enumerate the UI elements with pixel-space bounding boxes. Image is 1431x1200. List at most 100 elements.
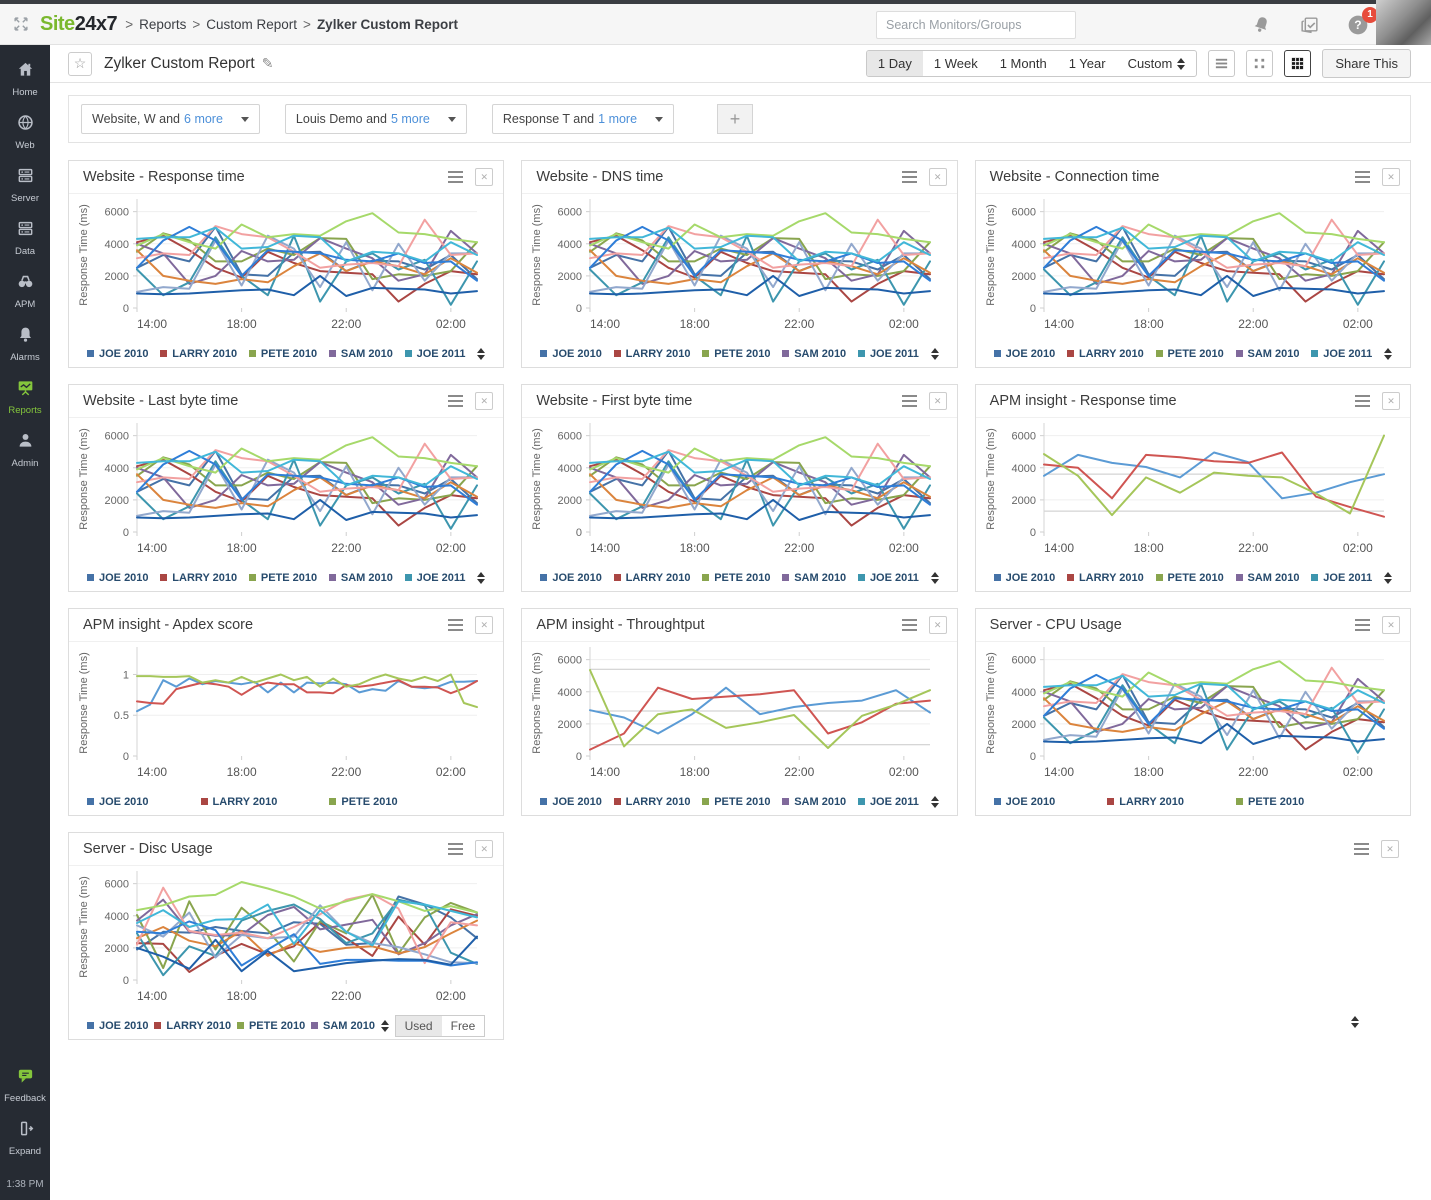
- legend-item[interactable]: PETE 2010: [702, 348, 770, 360]
- filter-more-link[interactable]: 1 more: [598, 112, 638, 126]
- legend-item[interactable]: JOE 2010: [540, 572, 602, 584]
- sidebar-item-admin[interactable]: Admin: [0, 424, 50, 477]
- chart-close-button[interactable]: ✕: [475, 616, 494, 634]
- filter-dropdown-2[interactable]: Louis Demo and 5 more: [284, 104, 467, 134]
- legend-item[interactable]: SAM 2010: [328, 348, 393, 360]
- legend-item[interactable]: SAM 2010: [328, 572, 393, 584]
- legend-item[interactable]: PETE 2010: [248, 348, 317, 360]
- legend-item[interactable]: JOE 2010: [87, 1020, 149, 1032]
- legend-sort-icon[interactable]: [930, 347, 939, 360]
- legend-sort-icon[interactable]: [930, 571, 939, 584]
- help-icon[interactable]: ? 1: [1347, 6, 1378, 36]
- legend-item[interactable]: LARRY 2010: [160, 572, 237, 584]
- legend-item[interactable]: PETE 2010: [236, 1020, 305, 1032]
- favorite-star-button[interactable]: ☆: [68, 51, 92, 76]
- add-widget-button[interactable]: +: [717, 104, 754, 134]
- chart-close-button[interactable]: ✕: [928, 392, 947, 410]
- legend-sort-icon[interactable]: [1351, 1016, 1359, 1028]
- legend-sort-icon[interactable]: [477, 571, 486, 584]
- legend-item[interactable]: SAM 2010: [1235, 572, 1300, 584]
- filter-dropdown-3[interactable]: Response T and 1 more: [491, 104, 675, 134]
- legend-item[interactable]: JOE 2010: [87, 572, 149, 584]
- sidebar-item-web[interactable]: Web: [0, 106, 50, 159]
- legend-item[interactable]: JOE 2010: [87, 348, 149, 360]
- range-custom[interactable]: Custom: [1117, 51, 1197, 76]
- sidebar-item-reports[interactable]: Reports: [0, 371, 50, 424]
- legend-item[interactable]: JOE 2010: [993, 348, 1055, 360]
- legend-item[interactable]: SAM 2010: [1235, 348, 1300, 360]
- legend-item[interactable]: JOE 2010: [993, 572, 1055, 584]
- legend-item[interactable]: LARRY 2010: [200, 796, 277, 808]
- app-switcher-icon[interactable]: [12, 15, 30, 33]
- legend-item[interactable]: PETE 2010: [329, 796, 398, 808]
- legend-item[interactable]: JOE 2011: [1311, 348, 1372, 360]
- chart-close-button[interactable]: ✕: [475, 392, 494, 410]
- legend-item[interactable]: LARRY 2010: [613, 348, 690, 360]
- filter-dropdown-1[interactable]: Website, W and 6 more: [81, 104, 260, 134]
- breadcrumb-item[interactable]: Zylker Custom Report: [316, 16, 458, 32]
- legend-item[interactable]: LARRY 2010: [613, 796, 690, 808]
- legend-item[interactable]: PETE 2010: [1236, 796, 1304, 808]
- legend-item[interactable]: PETE 2010: [702, 796, 770, 808]
- sidebar-item-data[interactable]: Data: [0, 212, 50, 265]
- legend-item[interactable]: SAM 2010: [782, 796, 846, 808]
- legend-item[interactable]: JOE 2011: [857, 572, 919, 584]
- filter-more-link[interactable]: 6 more: [184, 112, 223, 126]
- chart-menu-icon[interactable]: [446, 841, 465, 857]
- legend-sort-icon[interactable]: [1383, 571, 1392, 584]
- legend-item[interactable]: LARRY 2010: [613, 572, 690, 584]
- search-input[interactable]: [876, 11, 1076, 39]
- chart-menu-icon[interactable]: [446, 617, 465, 633]
- legend-item[interactable]: PETE 2010: [1155, 572, 1224, 584]
- legend-item[interactable]: JOE 2010: [540, 796, 602, 808]
- legend-item[interactable]: LARRY 2010: [1107, 796, 1184, 808]
- docs-check-icon[interactable]: [1299, 14, 1321, 36]
- legend-item[interactable]: PETE 2010: [1155, 348, 1224, 360]
- legend-item[interactable]: JOE 2011: [857, 796, 919, 808]
- sidebar-item-server[interactable]: Server: [0, 159, 50, 212]
- legend-item[interactable]: SAM 2010: [782, 348, 846, 360]
- chart-menu-icon[interactable]: [446, 393, 465, 409]
- legend-sort-icon[interactable]: [930, 795, 939, 808]
- legend-item[interactable]: JOE 2010: [540, 348, 602, 360]
- share-this-button[interactable]: Share This: [1322, 49, 1411, 78]
- legend-item[interactable]: JOE 2010: [993, 796, 1055, 808]
- legend-item[interactable]: JOE 2011: [1311, 572, 1372, 584]
- sidebar-item-home[interactable]: Home: [0, 53, 50, 106]
- legend-item[interactable]: JOE 2011: [404, 348, 466, 360]
- grid-view-button[interactable]: [1246, 50, 1274, 77]
- legend-item[interactable]: PETE 2010: [248, 572, 317, 584]
- legend-item[interactable]: JOE 2011: [857, 348, 919, 360]
- legend-sort-icon[interactable]: [1383, 347, 1392, 360]
- user-avatar[interactable]: [1376, 0, 1431, 45]
- chart-close-button[interactable]: ✕: [1382, 616, 1400, 634]
- sidebar-item-feedback[interactable]: Feedback: [0, 1059, 50, 1112]
- legend-item[interactable]: LARRY 2010: [1066, 572, 1144, 584]
- legend-item[interactable]: LARRY 2010: [160, 348, 237, 360]
- range-1-week[interactable]: 1 Week: [933, 56, 978, 71]
- chart-close-button[interactable]: ✕: [1382, 392, 1400, 410]
- filter-more-link[interactable]: 5 more: [390, 112, 430, 126]
- chart-close-button[interactable]: ✕: [928, 616, 947, 634]
- legend-item[interactable]: LARRY 2010: [154, 1020, 231, 1032]
- legend-sort-icon[interactable]: [477, 347, 486, 360]
- range-1-month[interactable]: 1 Month: [999, 56, 1047, 71]
- range-1-year[interactable]: 1 Year: [1068, 56, 1106, 71]
- sidebar-item-apm[interactable]: APM: [0, 265, 50, 318]
- legend-item[interactable]: LARRY 2010: [1066, 348, 1144, 360]
- legend-item[interactable]: PETE 2010: [702, 572, 770, 584]
- chart-menu-icon[interactable]: [900, 393, 919, 409]
- chart-menu-icon[interactable]: [900, 169, 919, 185]
- chart-menu-icon[interactable]: [1353, 169, 1372, 185]
- chart-menu-icon[interactable]: [1352, 841, 1371, 857]
- chart-close-button[interactable]: ✕: [928, 168, 947, 186]
- sidebar-item-alarms[interactable]: Alarms: [0, 318, 50, 371]
- breadcrumb-item[interactable]: Reports: [139, 16, 187, 32]
- site24x7-logo[interactable]: Site24x7: [40, 12, 118, 35]
- chart-menu-icon[interactable]: [1353, 617, 1372, 633]
- legend-item[interactable]: SAM 2010: [782, 572, 846, 584]
- chart-menu-icon[interactable]: [446, 169, 465, 185]
- table-view-button[interactable]: [1284, 50, 1312, 77]
- chart-close-button[interactable]: ✕: [1382, 168, 1400, 186]
- chart-close-button[interactable]: ✕: [1381, 840, 1399, 858]
